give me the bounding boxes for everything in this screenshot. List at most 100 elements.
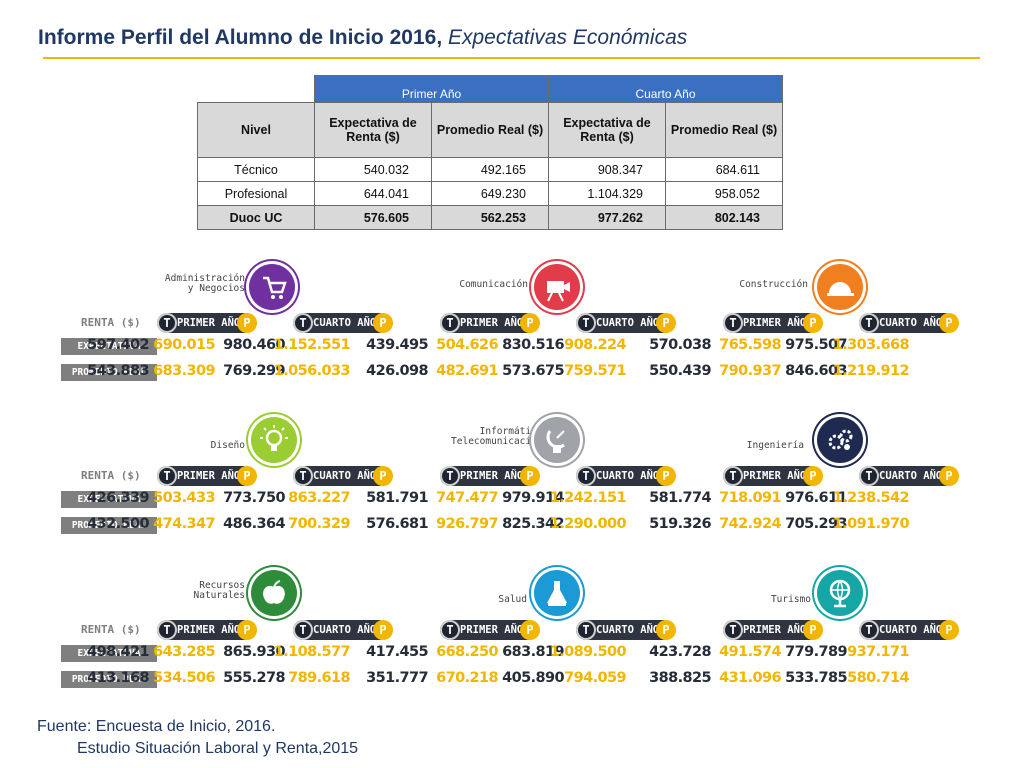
promedio-value: 1.219.912 xyxy=(832,363,910,379)
group-header-primer: Primer Año xyxy=(314,75,549,103)
pill-label: PRIMER AÑO xyxy=(743,624,807,636)
t-badge-icon: T xyxy=(157,466,177,486)
p-badge-icon: P xyxy=(520,466,540,486)
expectativa-value: 765.598 xyxy=(719,337,781,353)
value-cell: 576.605 xyxy=(314,205,432,230)
cuarto-year-pill: T CUARTO AÑO P xyxy=(859,466,959,486)
category-name: Construcción xyxy=(739,279,808,290)
expectativa-value: 668.250 xyxy=(436,644,498,660)
t-badge-icon: T xyxy=(157,620,177,640)
promedio-value: 705.293 xyxy=(785,516,847,532)
p-badge-icon: P xyxy=(237,466,257,486)
pill-label: PRIMER AÑO xyxy=(177,624,241,636)
p-badge-icon: P xyxy=(237,620,257,640)
cuarto-year-pill: T CUARTO AÑO P xyxy=(293,466,393,486)
promedio-value: 1.091.970 xyxy=(832,516,910,532)
promedio-value: 533.785 xyxy=(785,670,847,686)
category-name: Salud xyxy=(498,594,527,605)
expectativa-value: 1.152.551 xyxy=(273,337,351,353)
nivel-cell: Técnico xyxy=(197,157,315,182)
expectativa-value: 1.242.151 xyxy=(549,490,627,506)
title-italic: Expectativas Económicas xyxy=(448,26,688,49)
nivel-cell: Profesional xyxy=(197,181,315,206)
column-header: Expectativa de Renta ($) xyxy=(548,102,666,158)
expectativa-value: 865.930 xyxy=(223,644,285,660)
pill-label: CUARTO AÑO xyxy=(879,624,943,636)
category-name: Recursos Naturales xyxy=(193,580,245,601)
column-header: Expectativa de Renta ($) xyxy=(314,102,432,158)
expectativa-value: 779.789 xyxy=(785,644,847,660)
pill-label: PRIMER AÑO xyxy=(743,317,807,329)
expectativa-row-label: EXPECTATIVA xyxy=(61,491,157,508)
pill-label: CUARTO AÑO xyxy=(879,470,943,482)
page-title: Informe Perfil del Alumno de Inicio 2016… xyxy=(38,26,687,50)
p-badge-icon: P xyxy=(803,466,823,486)
promedio-value: 405.890 xyxy=(502,670,564,686)
renta-label: RENTA ($) xyxy=(81,623,141,636)
renta-label: RENTA ($) xyxy=(81,469,141,482)
p-badge-icon: P xyxy=(939,466,959,486)
pill-label: CUARTO AÑO xyxy=(313,470,377,482)
expectativa-value: 439.495 xyxy=(366,337,428,353)
renta-label: RENTA ($) xyxy=(81,316,141,329)
promedio-value: 683.309 xyxy=(153,363,215,379)
t-badge-icon: T xyxy=(440,620,460,640)
t-badge-icon: T xyxy=(723,620,743,640)
source-note: Fuente: Encuesta de Inicio, 2016. Estudi… xyxy=(37,716,358,760)
category-panel: Recursos Naturales RENTA ($) EXPECTATIVA PR… xyxy=(45,565,393,705)
group-header-cuarto: Cuarto Año xyxy=(548,75,783,103)
p-badge-icon: P xyxy=(803,620,823,640)
value-cell: 1.104.329 xyxy=(548,181,666,206)
pill-label: CUARTO AÑO xyxy=(879,317,943,329)
expectativa-row-label: EXPECTATIVA xyxy=(61,338,157,355)
promedio-value: 388.825 xyxy=(649,670,711,686)
expectativa-value: 975.507 xyxy=(785,337,847,353)
t-badge-icon: T xyxy=(859,620,879,640)
pill-label: CUARTO AÑO xyxy=(596,624,660,636)
expectativa-value: 1.089.500 xyxy=(549,644,627,660)
value-cell: 540.032 xyxy=(314,157,432,182)
promedio-value: 431.096 xyxy=(719,670,781,686)
category-panel: Ingeniería T PRIMER AÑO P T CUARTO AÑO P 581.77… xyxy=(613,411,959,551)
value-cell: 644.041 xyxy=(314,181,432,206)
promedio-value: 846.603 xyxy=(785,363,847,379)
pill-label: PRIMER AÑO xyxy=(177,470,241,482)
satellite-icon xyxy=(534,417,580,463)
promedio-value: 580.714 xyxy=(847,670,909,686)
promedio-value: 432.500 xyxy=(87,516,149,532)
value-cell: 908.347 xyxy=(548,157,666,182)
expectativa-value: 581.774 xyxy=(649,490,711,506)
cuarto-year-pill: T CUARTO AÑO P xyxy=(576,466,676,486)
p-badge-icon: P xyxy=(373,620,393,640)
table-row-total: Duoc UC 576.605 562.253 977.262 802.143 xyxy=(197,205,783,230)
promedio-value: 1.056.033 xyxy=(273,363,351,379)
expectativa-value: 773.750 xyxy=(223,490,285,506)
promedio-value: 769.299 xyxy=(223,363,285,379)
t-badge-icon: T xyxy=(723,466,743,486)
expectativa-value: 491.574 xyxy=(719,644,781,660)
expectativa-value: 1.238.542 xyxy=(832,490,910,506)
cuarto-year-pill: T CUARTO AÑO P xyxy=(576,313,676,333)
t-badge-icon: T xyxy=(723,313,743,333)
expectativa-value: 937.171 xyxy=(847,644,909,660)
expectativa-value: 683.819 xyxy=(502,644,564,660)
promedio-value: 519.326 xyxy=(649,516,711,532)
promedio-value: 543.883 xyxy=(87,363,149,379)
category-name: Administración y Negocios xyxy=(164,273,245,294)
primer-year-pill: T PRIMER AÑO P xyxy=(157,466,257,486)
value-cell: 684.611 xyxy=(665,157,783,182)
p-badge-icon: P xyxy=(939,313,959,333)
t-badge-icon: T xyxy=(576,313,596,333)
expectativa-value: 643.285 xyxy=(153,644,215,660)
promedio-value: 573.675 xyxy=(502,363,564,379)
apple-icon xyxy=(251,570,297,616)
category-panel: Comunicación T PRIMER AÑO P T CUARTO AÑO P 439.… xyxy=(330,258,676,398)
promedio-value: 351.777 xyxy=(366,670,428,686)
promedio-value: 742.924 xyxy=(719,516,781,532)
expectativa-value: 1.108.577 xyxy=(273,644,351,660)
promedio-value: 426.098 xyxy=(366,363,428,379)
t-badge-icon: T xyxy=(157,313,177,333)
category-name: Ingeniería xyxy=(746,440,804,451)
expectativa-value: 498.421 xyxy=(87,644,149,660)
primer-year-pill: T PRIMER AÑO P xyxy=(157,313,257,333)
